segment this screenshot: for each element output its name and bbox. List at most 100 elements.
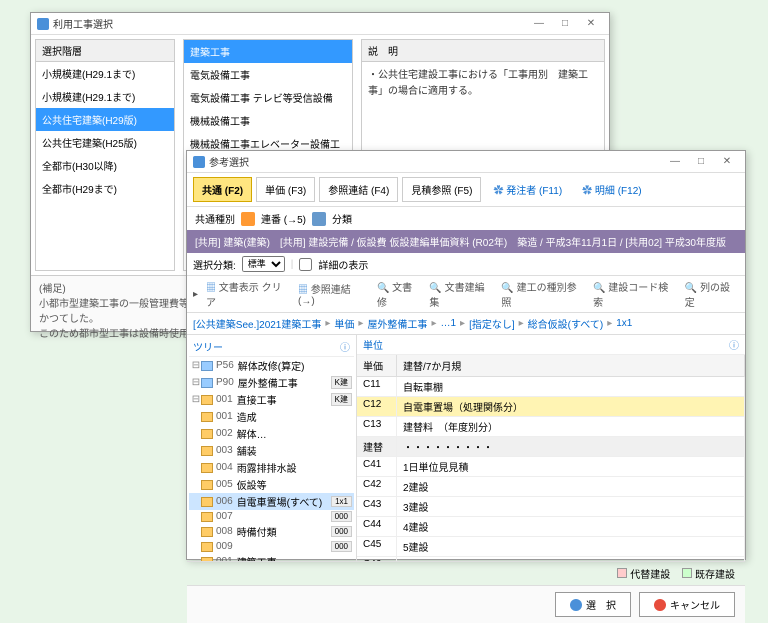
- work-item[interactable]: 機械設備工事: [184, 109, 352, 132]
- tree-node[interactable]: ⊟P90屋外整備工事K建: [189, 374, 354, 391]
- tree-node[interactable]: 006自電車置場(すべて)1x1: [189, 493, 354, 510]
- detail-label: 詳細の表示: [318, 257, 368, 272]
- select-button[interactable]: 選 択: [555, 592, 631, 617]
- tree-node[interactable]: ⊟001直接工事K建: [189, 391, 354, 408]
- detail-checkbox[interactable]: [299, 258, 312, 271]
- toolbar-action[interactable]: ▦ 参照連結 (→): [298, 281, 369, 307]
- close-button[interactable]: ✕: [579, 15, 603, 33]
- category-icon: [312, 212, 326, 226]
- grid-row[interactable]: C411日単位見見積: [357, 457, 745, 477]
- toolbar-action[interactable]: 🔍 文書建編集: [429, 279, 493, 309]
- description-text: ・公共住宅建設工事における「工事用別 建築工事」の場合に適用する。: [362, 62, 604, 106]
- titlebar[interactable]: 利用工事選択 ― □ ✕: [31, 13, 609, 35]
- work-item[interactable]: 建築工事: [184, 40, 352, 63]
- category-item[interactable]: 全都市(H30以降): [36, 154, 174, 177]
- breadcrumb-item[interactable]: 1x1: [616, 318, 632, 329]
- info-segment: 築造 / 平成3年11月1日 / [共用02] 平成30年度版: [517, 234, 726, 249]
- tab[interactable]: 共通 (F2): [193, 177, 252, 202]
- tree-node[interactable]: 008時備付類000: [189, 523, 354, 540]
- tree-node[interactable]: 001造成: [189, 408, 354, 425]
- category-label[interactable]: 分類: [332, 211, 352, 226]
- grid-row[interactable]: C466建設: [357, 557, 745, 561]
- tree-node[interactable]: 003舗装: [189, 442, 354, 459]
- breadcrumb: [公共建築See.]2021建築工事▸単価▸屋外整備工事▸…1▸[指定なし]▸総…: [187, 313, 745, 335]
- maximize-button[interactable]: □: [689, 153, 713, 171]
- cancel-icon: [654, 599, 666, 611]
- work-item[interactable]: 電気設備工事 テレビ等受信設備: [184, 86, 352, 109]
- maximize-button[interactable]: □: [553, 15, 577, 33]
- serial-icon: [241, 212, 255, 226]
- info-icon[interactable]: ⓘ: [340, 339, 350, 354]
- grid-row[interactable]: C444建設: [357, 517, 745, 537]
- category-item[interactable]: 全都市(H29まで): [36, 177, 174, 200]
- breadcrumb-item[interactable]: 屋外整備工事: [367, 316, 427, 331]
- category-item[interactable]: 公共住宅建築(H25版): [36, 131, 174, 154]
- breadcrumb-item[interactable]: [公共建築See.]2021建築工事: [193, 316, 321, 331]
- toolbar-action[interactable]: 🔍 建設コード検索: [593, 279, 677, 309]
- info-segment: [共用] 建設完備 / 仮設費 仮設建編単価資料 (R02年): [280, 234, 507, 249]
- tab-link[interactable]: ✿ 明細 (F12): [574, 178, 649, 201]
- select-label: 選択分類:: [193, 257, 236, 272]
- grid-row[interactable]: 建替・・・・・・・・・: [357, 437, 745, 457]
- category-item[interactable]: 公共住宅建築(H29版): [36, 108, 174, 131]
- toolbar-action[interactable]: 🔍 列の設定: [685, 279, 739, 309]
- grid-row[interactable]: C455建設: [357, 537, 745, 557]
- tree-node[interactable]: 005仮設等: [189, 476, 354, 493]
- info-icon[interactable]: ⓘ: [729, 337, 739, 352]
- close-button[interactable]: ✕: [715, 153, 739, 171]
- breadcrumb-item[interactable]: …1: [440, 318, 456, 329]
- minimize-button[interactable]: ―: [527, 15, 551, 33]
- toolbar-action[interactable]: 🔍 建工の種別参照: [501, 279, 585, 309]
- grid-row[interactable]: C422建設: [357, 477, 745, 497]
- titlebar[interactable]: 参考選択 ― □ ✕: [187, 151, 745, 173]
- grid-header: 単位: [363, 337, 383, 352]
- grid-column-headers: 単価 建替/7か月規: [357, 355, 745, 377]
- info-segment: [共用] 建築(建築): [195, 234, 270, 249]
- window-title: 参考選択: [209, 154, 663, 169]
- grid-row[interactable]: C11自転車棚: [357, 377, 745, 397]
- group-label: 共通種別: [195, 211, 235, 226]
- app-icon: [37, 18, 49, 30]
- toolbar-2: ▸▦ 文書表示 クリア▦ 参照連結 (→)🔍 文書修🔍 文書建編集🔍 建工の種別…: [187, 276, 745, 313]
- legend: 代替建設 既存建設: [187, 561, 745, 585]
- tree-node[interactable]: 007000: [189, 510, 354, 523]
- tree-node[interactable]: 004雨露排排水設: [189, 459, 354, 476]
- minimize-button[interactable]: ―: [663, 153, 687, 171]
- tab[interactable]: 単価 (F3): [256, 177, 315, 202]
- toolbar-1: 選択分類: 標準 | 詳細の表示: [187, 253, 745, 276]
- ok-icon: [570, 599, 582, 611]
- tab-link[interactable]: ✿ 発注者 (F11): [485, 178, 570, 201]
- serial-label[interactable]: 連番 (→5): [261, 211, 306, 226]
- category-item[interactable]: 小規模建(H29.1まで): [36, 85, 174, 108]
- col-code: 単価: [357, 355, 397, 376]
- main-reference-window: 参考選択 ― □ ✕ 共通 (F2)単価 (F3)参照連結 (F4)見積参照 (…: [186, 150, 746, 560]
- breadcrumb-item[interactable]: [指定なし]: [469, 316, 515, 331]
- button-bar: 選 択 キャンセル: [187, 585, 745, 623]
- tab[interactable]: 見積参照 (F5): [402, 177, 481, 202]
- tree-node[interactable]: 002解体…: [189, 425, 354, 442]
- breadcrumb-item[interactable]: 総合仮設(すべて): [528, 316, 604, 331]
- toolbar-action[interactable]: 🔍 文書修: [377, 279, 421, 309]
- tab[interactable]: 参照連結 (F4): [319, 177, 398, 202]
- grid-row[interactable]: C433建設: [357, 497, 745, 517]
- work-item[interactable]: 電気設備工事: [184, 63, 352, 86]
- grid-row[interactable]: C12自電車置場（処理関係分）: [357, 397, 745, 417]
- breadcrumb-item[interactable]: 単価: [334, 316, 354, 331]
- legend-item: 既存建設: [682, 566, 735, 581]
- tree-node[interactable]: 001建築工事: [189, 553, 354, 561]
- info-bar: [共用] 建築(建築) [共用] 建設完備 / 仮設費 仮設建編単価資料 (R02…: [187, 230, 745, 253]
- grid-row[interactable]: C13建替料 （年度別分）: [357, 417, 745, 437]
- tree-header: ツリー: [193, 339, 223, 354]
- toolbar-action[interactable]: ▦ 文書表示 クリア: [206, 279, 290, 309]
- cancel-button[interactable]: キャンセル: [639, 592, 735, 617]
- category-select[interactable]: 標準: [242, 256, 285, 272]
- category-item[interactable]: 小規模建(H29.1まで): [36, 62, 174, 85]
- sub-toolbar: 共通種別 連番 (→5) 分類: [187, 207, 745, 230]
- col-header: 選択階層: [36, 40, 174, 62]
- tree-node[interactable]: ⊟P56解体改修(算定): [189, 357, 354, 374]
- tab-bar: 共通 (F2)単価 (F3)参照連結 (F4)見積参照 (F5)✿ 発注者 (F…: [187, 173, 745, 207]
- tree-node[interactable]: 009000: [189, 540, 354, 553]
- col-header: 説 明: [362, 40, 604, 62]
- app-icon: [193, 156, 205, 168]
- tree-panel: ツリーⓘ ⊟P56解体改修(算定)⊟P90屋外整備工事K建⊟001直接工事K建0…: [187, 335, 357, 561]
